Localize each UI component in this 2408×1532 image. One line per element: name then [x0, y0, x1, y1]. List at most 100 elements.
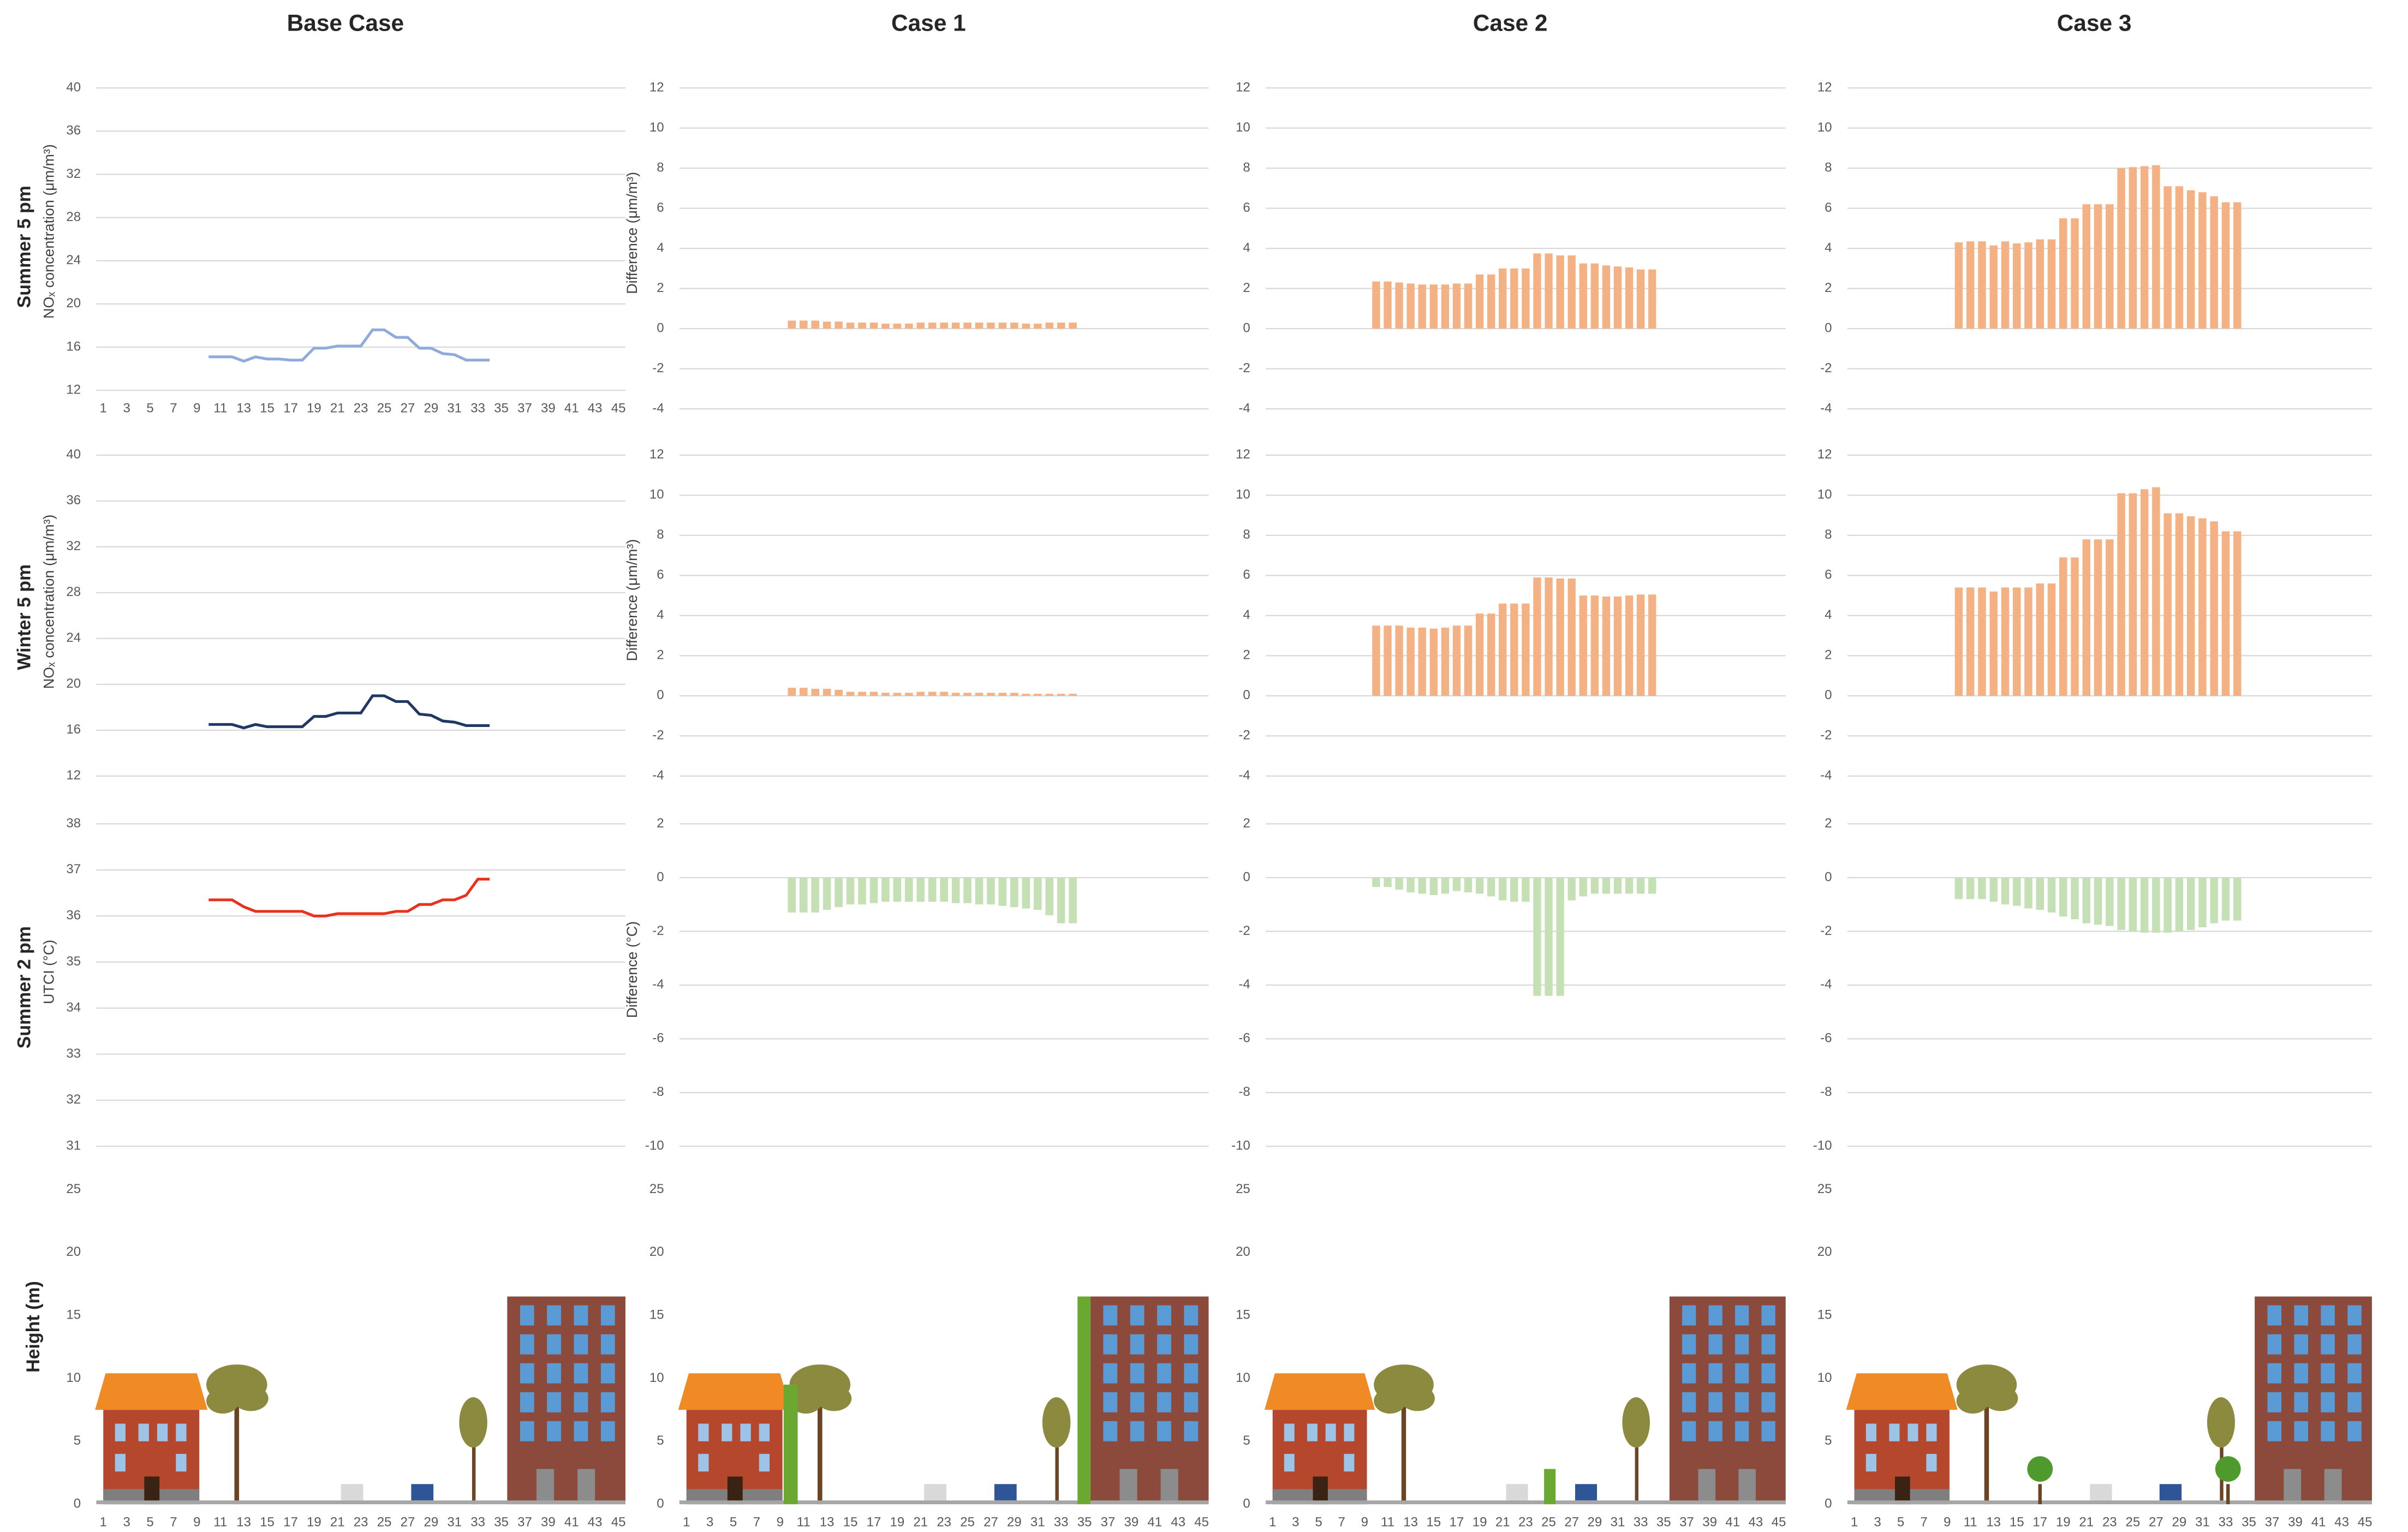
car	[2090, 1484, 2112, 1501]
chart: -10 -8 -6 -4 -2 0 2	[1231, 816, 1786, 1153]
bar	[1522, 268, 1530, 329]
y-tick-label: 15	[66, 1307, 81, 1322]
x-tick-label: 23	[937, 1515, 951, 1529]
bar	[1022, 694, 1030, 696]
car	[1575, 1484, 1598, 1501]
building-window	[1708, 1392, 1722, 1412]
bar	[811, 877, 820, 913]
car	[994, 1484, 1017, 1501]
building-window	[547, 1305, 561, 1326]
y-tick-label: 37	[66, 862, 81, 877]
ground	[96, 1500, 625, 1505]
x-tick-label: 17	[283, 401, 298, 415]
car	[2159, 1484, 2182, 1501]
bar	[1010, 877, 1018, 908]
x-tick-label: 1	[683, 1515, 690, 1529]
bar	[2094, 877, 2102, 925]
building-window	[1735, 1363, 1749, 1384]
x-tick-label: 43	[588, 1515, 603, 1529]
building-door	[2284, 1469, 2302, 1505]
bar	[1057, 877, 1065, 923]
bar	[1602, 877, 1611, 894]
bar	[2210, 877, 2218, 923]
bar	[1648, 594, 1656, 696]
y-tick-label: 10	[649, 120, 664, 135]
bar	[1533, 877, 1541, 996]
bar	[2186, 516, 2195, 696]
x-tick-label: 23	[1518, 1515, 1533, 1529]
building-door	[1160, 1469, 1178, 1505]
bar	[1648, 269, 1656, 329]
building-window	[520, 1421, 534, 1441]
house-window	[1865, 1453, 1876, 1472]
y-tick-label: -4	[652, 768, 664, 783]
building-window	[2321, 1392, 2335, 1412]
bar	[788, 688, 796, 696]
bar	[975, 877, 984, 905]
bar	[1510, 877, 1518, 902]
house-window	[1908, 1423, 1918, 1441]
bar	[2175, 186, 2184, 329]
bar	[2071, 557, 2079, 696]
bar	[1487, 877, 1495, 897]
house-roof	[95, 1373, 208, 1410]
x-tick-label: 31	[447, 401, 462, 415]
y-tick-label: 20	[1236, 1244, 1250, 1259]
y-tick-label: 2	[657, 648, 664, 663]
bar	[998, 323, 1007, 329]
chart: 12 16 20 24 28 32 36 40 NOₓ concentration (μm/m³…	[41, 447, 625, 783]
x-tick-label: 35	[494, 401, 509, 415]
x-tick-label: 21	[330, 1515, 345, 1529]
x-tick-label: 41	[2311, 1515, 2326, 1529]
tree-canopy	[1622, 1397, 1650, 1448]
building-window	[1103, 1363, 1118, 1384]
bar	[2140, 166, 2149, 329]
building-window	[1130, 1305, 1145, 1326]
bar	[846, 692, 855, 696]
x-tick-label: 25	[377, 401, 392, 415]
bar	[1602, 265, 1611, 329]
y-tick-label: 6	[657, 200, 664, 215]
bar	[1429, 284, 1438, 329]
chart: -4 -2 0 2 4 6 8 10 12	[1817, 447, 2372, 783]
x-tick-label: 1	[1851, 1515, 1858, 1529]
bar	[987, 323, 995, 329]
bar	[1954, 242, 1963, 329]
building-door	[577, 1469, 595, 1505]
bar	[1636, 594, 1645, 696]
y-tick-label: 0	[1243, 688, 1250, 702]
bar	[2129, 167, 2137, 329]
house-window	[115, 1453, 126, 1472]
y-tick-label: 2	[1825, 816, 1832, 831]
bar	[2129, 877, 2137, 932]
x-tick-label: 33	[470, 401, 485, 415]
bar	[811, 689, 820, 696]
x-tick-label: 17	[867, 1515, 881, 1529]
bar	[2117, 877, 2125, 930]
bar	[1069, 694, 1077, 696]
y-tick-label: 5	[74, 1433, 81, 1448]
house-window	[1284, 1423, 1295, 1441]
x-tick-label: 27	[401, 401, 415, 415]
bar	[1966, 877, 1975, 899]
chart: -4 -2 0 2 4 6 8 10 12	[1236, 447, 1786, 783]
building-window	[520, 1363, 534, 1384]
y-tick-label: -4	[652, 401, 664, 415]
y-tick-label: -10	[645, 1138, 664, 1153]
y-tick-label: 15	[649, 1307, 664, 1322]
y-tick-label: 12	[1236, 80, 1250, 94]
house-window	[176, 1423, 187, 1441]
ground	[1266, 1500, 1786, 1505]
bar	[881, 877, 890, 902]
building-window	[600, 1392, 615, 1412]
bar	[1613, 266, 1622, 329]
x-tick-label: 15	[260, 401, 275, 415]
bar	[1418, 877, 1426, 894]
y-tick-label: -4	[1238, 977, 1250, 992]
bar	[1045, 877, 1054, 915]
x-tick-label: 27	[2149, 1515, 2163, 1529]
bar	[1602, 596, 1611, 696]
y-axis-label: Difference (°C)	[624, 921, 640, 1018]
bar	[822, 877, 831, 910]
bar	[2024, 877, 2033, 909]
